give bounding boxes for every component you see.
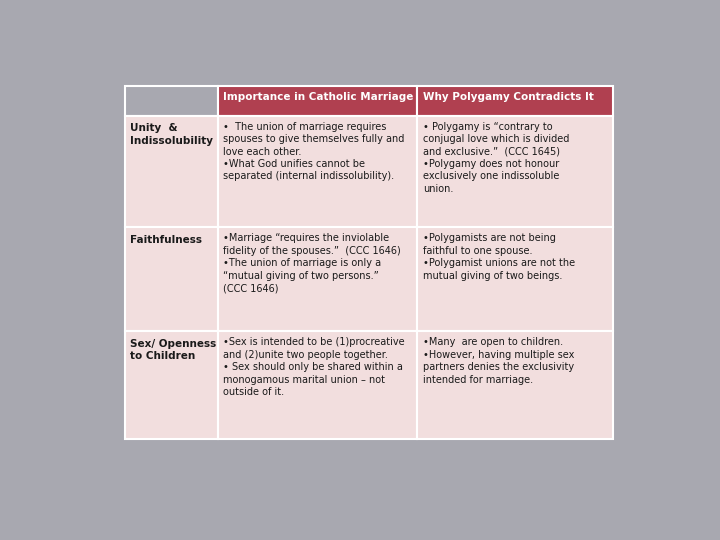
Text: Faithfulness: Faithfulness: [130, 235, 202, 245]
Bar: [125, 86, 218, 116]
Bar: [218, 227, 418, 331]
Bar: [125, 227, 218, 331]
Bar: [218, 331, 418, 439]
Text: Unity  &
Indissolubility: Unity & Indissolubility: [130, 123, 213, 146]
Text: •Many  are open to children.
•However, having multiple sex
partners denies the e: •Many are open to children. •However, ha…: [423, 338, 575, 384]
Text: Sex/ Openness
to Children: Sex/ Openness to Children: [130, 339, 217, 361]
Bar: [418, 86, 613, 116]
Text: •Marriage “requires the inviolable
fidelity of the spouses.”  (CCC 1646)
•The un: •Marriage “requires the inviolable fidel…: [223, 233, 401, 293]
Bar: [418, 331, 613, 439]
Text: Why Polygamy Contradicts It: Why Polygamy Contradicts It: [423, 92, 594, 102]
Text: • Polygamy is “contrary to
conjugal love which is divided
and exclusive.”  (CCC : • Polygamy is “contrary to conjugal love…: [423, 122, 570, 194]
Text: •Sex is intended to be (1)procreative
and (2)unite two people together.
• Sex sh: •Sex is intended to be (1)procreative an…: [223, 338, 405, 397]
Bar: [218, 86, 418, 116]
Bar: [125, 116, 218, 227]
Text: Importance in Catholic Marriage: Importance in Catholic Marriage: [223, 92, 414, 102]
Bar: [418, 227, 613, 331]
Text: •  The union of marriage requires
spouses to give themselves fully and
love each: • The union of marriage requires spouses…: [223, 122, 405, 181]
Bar: [218, 116, 418, 227]
Bar: [125, 331, 218, 439]
Text: •Polygamists are not being
faithful to one spouse.
•Polygamist unions are not th: •Polygamists are not being faithful to o…: [423, 233, 575, 281]
Bar: [418, 116, 613, 227]
